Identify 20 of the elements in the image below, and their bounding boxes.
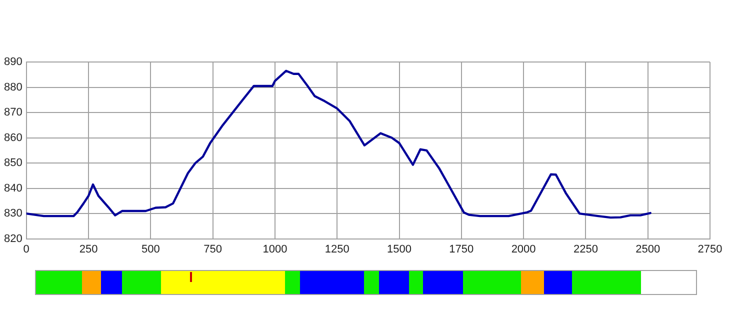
x-tick-label: 2750 (698, 243, 722, 256)
y-tick-label: 860 (4, 132, 22, 144)
x-tick-label: 750 (204, 243, 222, 256)
x-tick-label: 1000 (262, 243, 288, 256)
x-tick-label: 250 (79, 243, 98, 256)
x-tick-label: 500 (141, 243, 160, 256)
y-tick-label: 840 (4, 182, 22, 194)
x-tick-label: 1250 (324, 243, 350, 256)
x-tick-label: 2250 (573, 243, 598, 256)
x-tick-label: 1750 (449, 243, 474, 256)
y-tick-label: 850 (4, 157, 22, 170)
y-tick-label: 880 (4, 81, 22, 94)
x-tick-label: 0 (23, 243, 30, 256)
x-tick-label: 2500 (636, 243, 660, 256)
x-tick-label: 1500 (387, 243, 412, 256)
y-tick-label: 830 (4, 208, 22, 220)
y-tick-label: 870 (4, 106, 22, 119)
y-tick-label: 820 (4, 232, 22, 245)
y-tick-label: 890 (4, 56, 22, 68)
x-tick-label: 2000 (511, 243, 536, 256)
